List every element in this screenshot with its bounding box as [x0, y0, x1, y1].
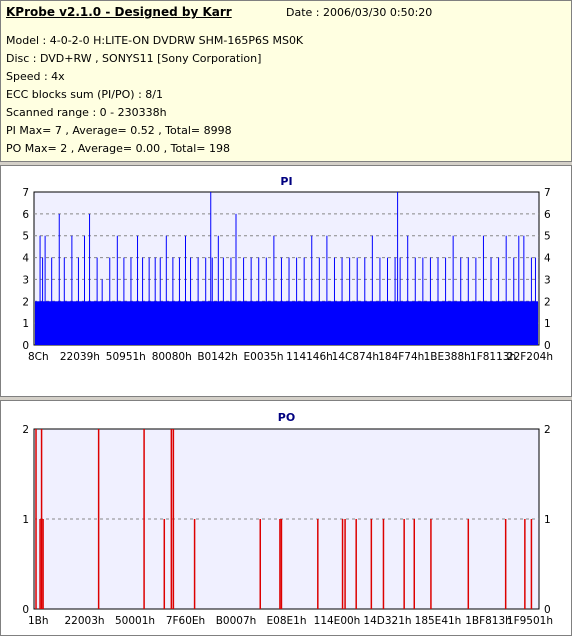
x-tick-label: 7F60Eh: [166, 615, 205, 627]
x-tick-label: 22039h: [60, 351, 100, 363]
pi-chart: PI 0 0 1 1 2 2 3 3 4 4 5 5 6 6 7 7 8Ch 22039h 50951h 80080h B…: [22, 175, 553, 363]
x-tick-label: B0007h: [216, 615, 257, 627]
app-title: KProbe v2.1.0 - Designed by Karr: [6, 5, 232, 19]
po-chart-panel: PO 0 0 1 1 2 2 1Bh 22003h 50001h 7F60Eh B0007h E08E1…: [0, 400, 572, 636]
y-tick-label-right: 4: [544, 253, 551, 265]
y-tick-label-right: 1: [544, 318, 551, 330]
x-tick-label: B0142h: [197, 351, 238, 363]
x-tick-label: 1BE388h: [424, 351, 471, 363]
y-tick-label-right: 5: [544, 231, 551, 243]
y-tick-label-left: 5: [22, 231, 29, 243]
x-tick-label: 114146h: [286, 351, 333, 363]
y-tick-label-right: 7: [544, 187, 551, 199]
y-tick-label-left: 3: [22, 274, 29, 286]
x-tick-label: 22003h: [64, 615, 104, 627]
y-tick-label-left: 1: [22, 514, 29, 526]
x-tick-label: 8Ch: [28, 351, 49, 363]
x-tick-label: 22F204h: [507, 351, 553, 363]
pi-chart-panel: PI 0 0 1 1 2 2 3 3 4 4 5 5 6 6 7 7 8Ch 22039h 50951h 80080h B…: [0, 165, 572, 397]
y-tick-label-left: 1: [22, 318, 29, 330]
y-tick-label-left: 4: [22, 253, 29, 265]
range-info: Scanned range : 0 - 230338h: [6, 106, 167, 119]
y-tick-label-right: 3: [544, 274, 551, 286]
pi-baseline-fill: [35, 301, 538, 345]
y-tick-label-left: 2: [22, 424, 29, 436]
x-tick-label: E0035h: [244, 351, 284, 363]
x-tick-label: 1F8113h: [470, 351, 516, 363]
y-tick-label-right: 6: [544, 209, 551, 221]
x-tick-label: 1Bh: [28, 615, 49, 627]
y-tick-label-right: 1: [544, 514, 551, 526]
y-tick-label-left: 7: [22, 187, 29, 199]
x-tick-label: 80080h: [152, 351, 192, 363]
pi-summary: PI Max= 7 , Average= 0.52 , Total= 8998: [6, 124, 232, 137]
info-panel: KProbe v2.1.0 - Designed by Karr Date : …: [0, 0, 572, 162]
x-tick-label: 185E41h: [415, 615, 462, 627]
x-tick-label: E08E1h: [267, 615, 307, 627]
x-tick-label: 14C874h: [332, 351, 379, 363]
y-tick-label-right: 0: [544, 604, 551, 616]
speed-info: Speed : 4x: [6, 70, 65, 83]
model-info: Model : 4-0-2-0 H:LITE-ON DVDRW SHM-165P…: [6, 34, 304, 47]
ecc-info: ECC blocks sum (PI/PO) : 8/1: [6, 88, 163, 101]
y-tick-label-left: 0: [22, 604, 29, 616]
y-tick-label-left: 6: [22, 209, 29, 221]
x-tick-label: 114E00h: [314, 615, 361, 627]
po-chart: PO 0 0 1 1 2 2 1Bh 22003h 50001h 7F60Eh B0007h E08E1…: [22, 411, 553, 627]
x-tick-label: 1F9501h: [507, 615, 553, 627]
y-tick-label-right: 2: [544, 424, 551, 436]
x-tick-label: 14D321h: [363, 615, 411, 627]
y-tick-label-right: 2: [544, 296, 551, 308]
y-tick-label-left: 2: [22, 296, 29, 308]
chart-title: PI: [280, 175, 292, 188]
x-tick-label: 1BF813h: [465, 615, 512, 627]
disc-info: Disc : DVD+RW , SONYS11 [Sony Corporatio…: [6, 52, 262, 65]
scan-date: Date : 2006/03/30 0:50:20: [286, 6, 433, 19]
po-summary: PO Max= 2 , Average= 0.00 , Total= 198: [6, 142, 230, 155]
chart-title: PO: [278, 411, 295, 424]
y-tick-label-right: 0: [544, 340, 551, 352]
x-tick-label: 50951h: [106, 351, 146, 363]
x-tick-label: 184F74h: [378, 351, 424, 363]
y-tick-label-left: 0: [22, 340, 29, 352]
x-tick-label: 50001h: [115, 615, 155, 627]
